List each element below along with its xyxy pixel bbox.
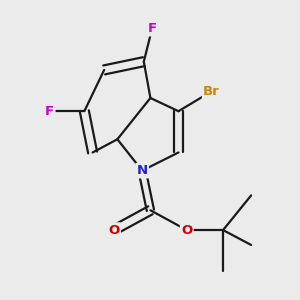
Text: F: F [148,22,157,35]
Text: Br: Br [203,85,220,98]
Text: O: O [109,224,120,237]
Text: F: F [45,105,54,118]
Text: N: N [136,164,148,177]
Text: O: O [181,224,192,237]
